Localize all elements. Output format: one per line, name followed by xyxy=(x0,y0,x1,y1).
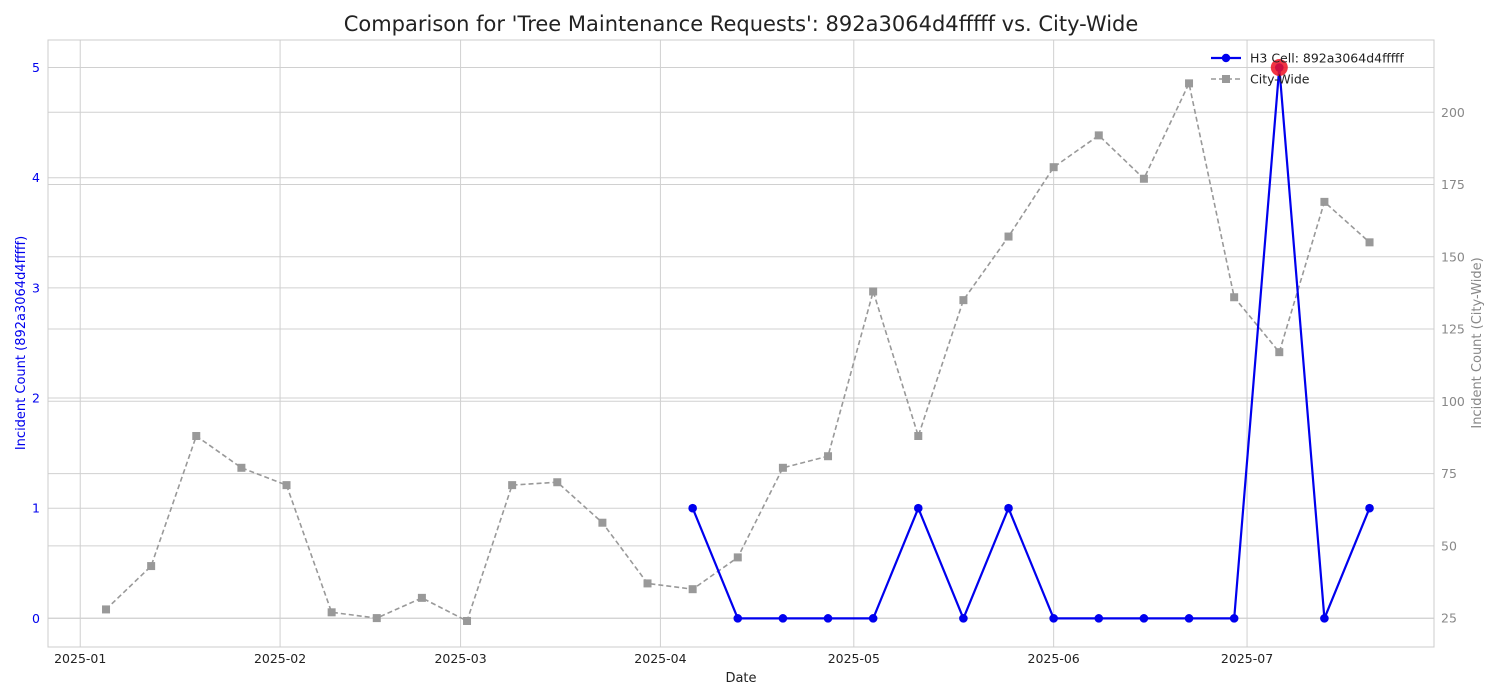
right-y-tick-label: 200 xyxy=(1441,105,1465,120)
right-y-tick-label: 150 xyxy=(1441,249,1465,264)
city-wide-point xyxy=(914,431,923,440)
city-wide-point xyxy=(1004,232,1013,241)
right-y-tick-label: 125 xyxy=(1441,322,1465,337)
left-y-tick-label: 2 xyxy=(32,391,40,406)
x-tick-label: 2025-06 xyxy=(1028,651,1080,666)
left-y-axis-title: Incident Count (892a3064d4fffff) xyxy=(14,236,29,450)
h3-cell-point xyxy=(1184,614,1194,623)
right-y-tick-label: 25 xyxy=(1441,611,1457,626)
h3-cell-point xyxy=(1320,614,1329,623)
x-tick-label: 2025-07 xyxy=(1221,651,1273,666)
chart-title: Comparison for 'Tree Maintenance Request… xyxy=(344,12,1139,36)
x-tick-label: 2025-04 xyxy=(634,651,686,666)
city-wide-point xyxy=(327,608,336,617)
city-wide-point xyxy=(1275,348,1284,357)
left-y-tick-label: 0 xyxy=(32,611,40,626)
x-tick-label: 2025-02 xyxy=(254,651,306,666)
axes: 2025-01 2025-02 2025-03 2025-04 2025-05 2025-… xyxy=(32,60,1465,666)
left-y-tick-label: 3 xyxy=(32,280,40,295)
legend: H3 Cell: 892a3064d4fffff City-Wide xyxy=(1211,51,1404,87)
h3-cell-point xyxy=(913,503,923,513)
left-y-tick-label: 5 xyxy=(32,60,40,75)
h3-cell-point xyxy=(1229,614,1239,623)
legend-city-marker xyxy=(1222,75,1230,83)
city-wide-point xyxy=(824,452,833,461)
legend-h3-marker xyxy=(1221,53,1231,63)
right-y-tick-label: 175 xyxy=(1441,177,1465,192)
h3-cell-point xyxy=(733,614,743,623)
city-wide-point xyxy=(688,585,697,594)
city-wide-point xyxy=(1185,79,1194,88)
city-wide-point xyxy=(553,478,562,487)
legend-city-label: City-Wide xyxy=(1250,72,1310,87)
city-wide-point xyxy=(282,481,291,490)
peak-highlight-point xyxy=(1270,59,1288,77)
city-wide-point xyxy=(1365,238,1374,247)
h3-cell-point xyxy=(868,614,878,623)
city-wide-point xyxy=(959,296,968,305)
right-y-tick-label: 75 xyxy=(1441,466,1457,481)
right-y-tick-label: 100 xyxy=(1441,394,1465,409)
city-wide-point xyxy=(1049,163,1058,172)
city-wide-point xyxy=(372,614,381,623)
city-wide-point xyxy=(192,431,201,440)
h3-cell-point xyxy=(1004,503,1013,513)
h3-cell-point xyxy=(688,503,697,513)
h3-cell-point xyxy=(1139,614,1149,623)
x-tick-label: 2025-03 xyxy=(434,651,486,666)
right-y-tick-label: 50 xyxy=(1441,538,1457,553)
city-wide-point xyxy=(1230,293,1239,302)
city-wide-point xyxy=(417,593,426,602)
left-y-tick-label: 1 xyxy=(32,501,40,516)
city-wide-point xyxy=(1139,174,1148,183)
x-axis-title: Date xyxy=(725,671,756,686)
h3-cell-point xyxy=(959,614,968,623)
city-wide-point xyxy=(1094,131,1103,140)
h3-cell-series xyxy=(688,59,1374,623)
city-wide-point xyxy=(508,481,517,490)
city-wide-point xyxy=(733,553,742,562)
h3-cell-point xyxy=(1049,614,1058,623)
city-wide-point xyxy=(147,562,156,571)
h3-cell-point xyxy=(778,614,788,623)
city-wide-point xyxy=(237,463,246,472)
h3-cell-point xyxy=(1365,503,1374,513)
h3-cell-point xyxy=(823,614,833,623)
city-wide-point xyxy=(1320,197,1329,206)
city-wide-point xyxy=(778,463,787,472)
h3-cell-line xyxy=(691,66,1371,620)
city-wide-point xyxy=(598,518,607,527)
left-y-tick-label: 4 xyxy=(32,170,40,185)
city-wide-point xyxy=(102,605,111,614)
x-tick-label: 2025-01 xyxy=(54,651,106,666)
city-wide-point xyxy=(869,287,878,296)
city-wide-point xyxy=(643,579,652,588)
plot-frame xyxy=(47,39,1435,648)
x-tick-label: 2025-05 xyxy=(828,651,880,666)
h3-cell-point xyxy=(1094,614,1104,623)
right-y-axis-title: Incident Count (City-Wide) xyxy=(1470,257,1485,428)
city-wide-point xyxy=(463,616,472,625)
city-wide-series xyxy=(102,79,1374,625)
legend-h3-label: H3 Cell: 892a3064d4fffff xyxy=(1250,51,1404,66)
